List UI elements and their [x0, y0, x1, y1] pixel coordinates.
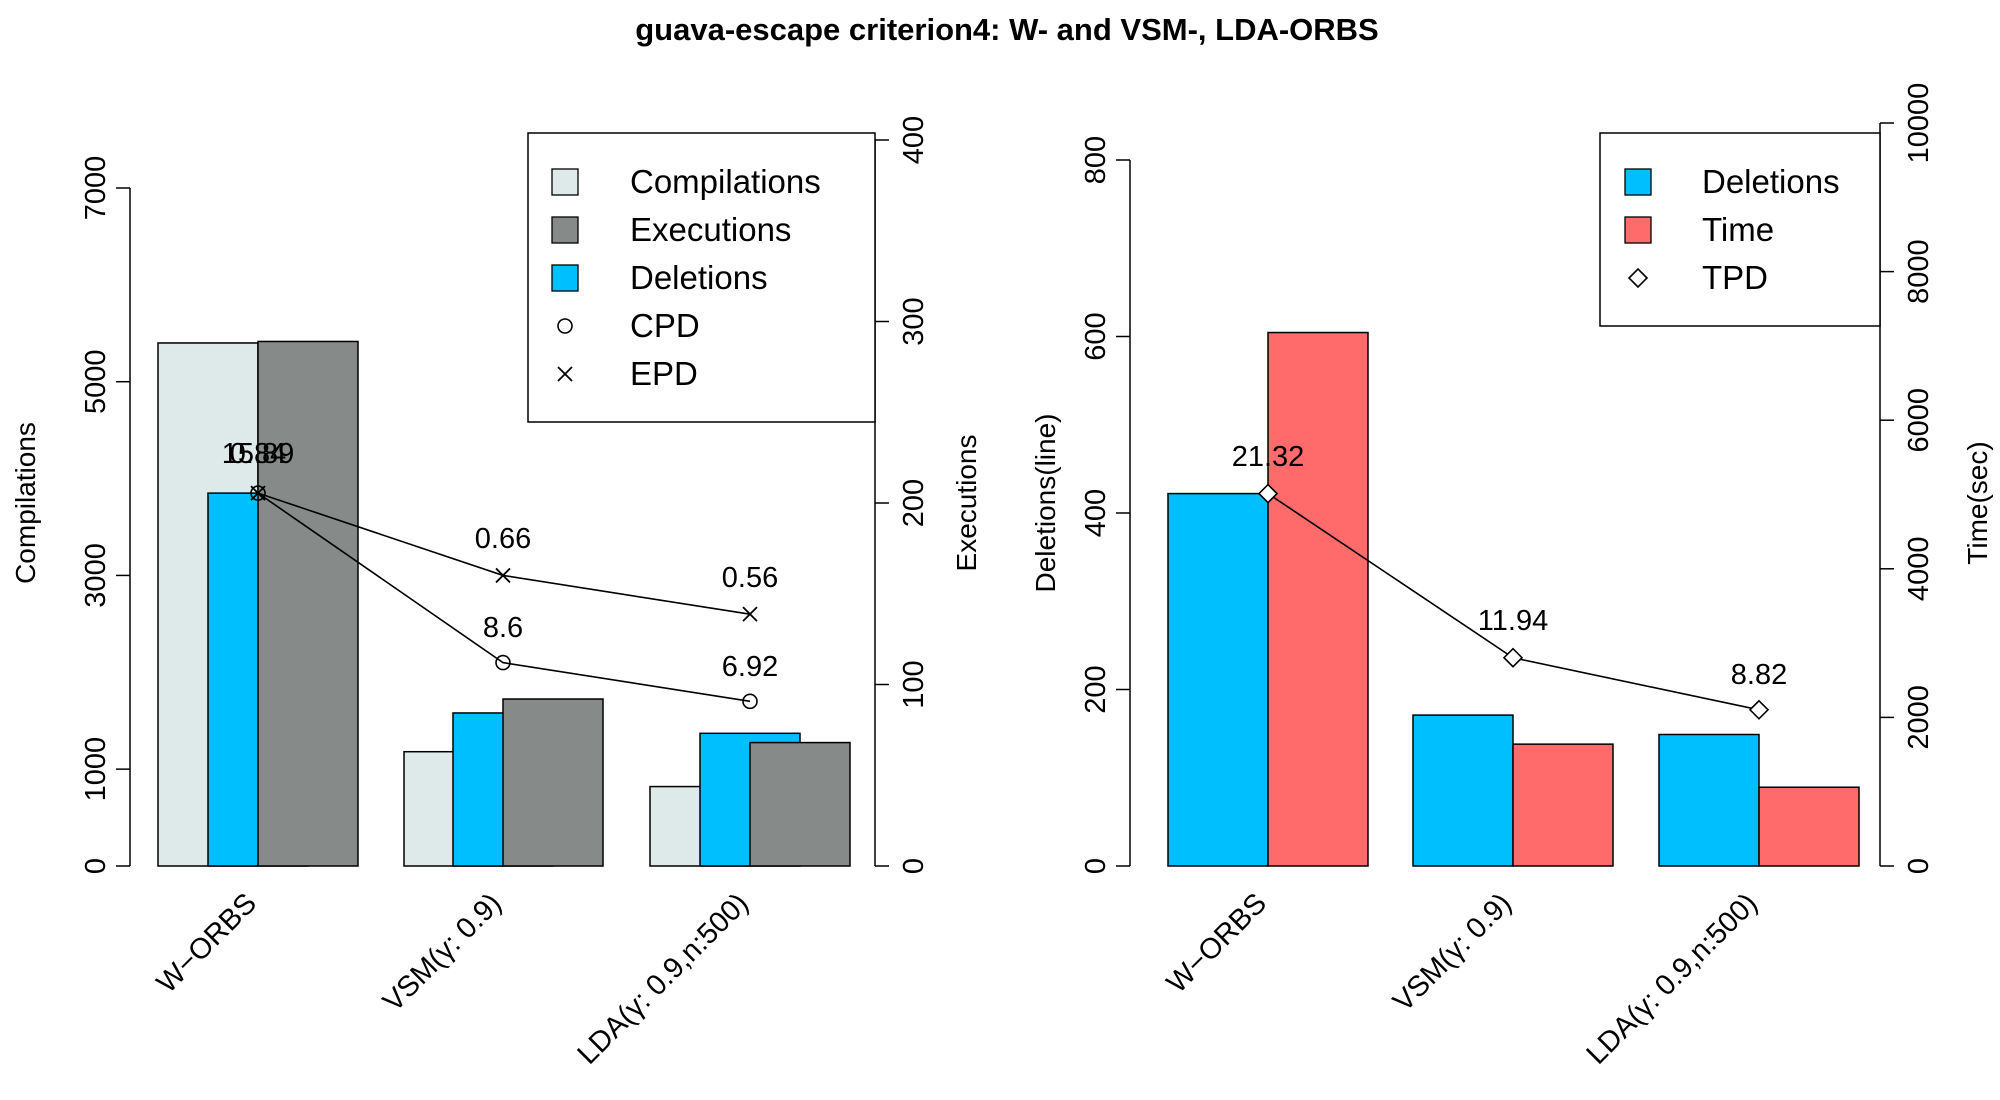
epd-point-2: [495, 567, 511, 584]
right-axis-label: Executions: [951, 435, 982, 572]
left-axis-label: Deletions(line): [1030, 414, 1061, 593]
legend: Deletions Time TPD: [1599, 132, 1881, 327]
tpd-point-2: [1502, 647, 1524, 668]
right-axis-tick-label: 8000: [1903, 239, 1935, 304]
bar-executions-2: [502, 698, 604, 867]
legend-swatch-time: [1624, 216, 1652, 244]
bar-executions-3: [749, 741, 851, 867]
right-axis-tick-label: 300: [898, 297, 930, 345]
left-axis-tick-label: 1000: [80, 737, 112, 802]
cpd-point-3: [742, 693, 758, 710]
right-axis-label: Time(sec): [1962, 441, 1993, 564]
legend-swatch-deletions: [551, 264, 579, 292]
legend-label-deletions: Deletions: [1702, 163, 1840, 200]
right-axis-tick-label: 100: [898, 660, 930, 708]
epd-point-3: [742, 606, 758, 622]
legend-marker-tpd: [1627, 267, 1649, 289]
legend-swatch-deletions: [1624, 168, 1652, 196]
category-label-2: VSM(γ: 0.9): [1387, 887, 1518, 1018]
right-axis-tick-label: 2000: [1903, 685, 1935, 750]
legend-swatch-executions: [551, 216, 579, 244]
left-axis-tick-label: 200: [1080, 665, 1112, 713]
legend-label-deletions: Deletions: [630, 259, 768, 296]
right-axis-tick-label: 6000: [1903, 388, 1935, 453]
epd-point-1-b: [250, 485, 266, 501]
bar-executions-1: [257, 340, 359, 867]
epd-point-2-b: [495, 567, 511, 584]
category-label-2: VSM(γ: 0.9): [377, 887, 508, 1018]
bar-deletions-2: [1412, 714, 1514, 867]
line-cpd: [257, 492, 751, 703]
legend-label-compilations: Compilations: [630, 163, 821, 200]
category-label-1: W−ORBS: [151, 887, 263, 999]
chart-title: guava-escape criterion4: W- and VSM-, LD…: [635, 12, 1379, 47]
epd-data-label-3: 0.56: [722, 562, 778, 594]
left-axis-tick-label: 400: [1080, 489, 1112, 537]
right-axis-tick-label: 0: [1903, 858, 1935, 874]
cpd-data-label-1: 15.89: [222, 438, 295, 470]
right-axis-tick-label: 400: [898, 116, 930, 164]
legend: Compilations Executions Deletions CPD EPD: [527, 132, 876, 423]
epd-point-1: [250, 485, 266, 501]
left-axis-tick-label: 5000: [80, 349, 112, 414]
legend-label-tpd: TPD: [1702, 259, 1768, 296]
category-label-1: W−ORBS: [1161, 887, 1273, 999]
left-axis-tick-label: 800: [1080, 136, 1112, 184]
tpd-data-label-3: 8.82: [1731, 659, 1787, 691]
left-axis-tick-label: 600: [1080, 312, 1112, 360]
legend-label-executions: Executions: [630, 211, 791, 248]
legend-marker-epd: [557, 366, 573, 382]
legend-marker-cpd: [557, 318, 573, 334]
left-axis-tick-label: 0: [1080, 858, 1112, 874]
epd-point-3-b: [742, 606, 758, 622]
cpd-point-2: [495, 654, 511, 671]
tpd-point-3: [1748, 699, 1770, 720]
right-axis-tick-label: 4000: [1903, 537, 1935, 602]
right-axis-tick-label: 0: [898, 858, 930, 874]
chart-panel-1: 0 1000 3000 5000 7000 Compilations 0 100 200 300 4…: [10, 116, 982, 1071]
tpd-data-label-1: 21.32: [1232, 441, 1305, 473]
cpd-data-label-3: 6.92: [722, 651, 778, 683]
legend-marker-epd-b: [557, 366, 573, 382]
legend-label-epd: EPD: [630, 355, 698, 392]
legend-label-time: Time: [1702, 211, 1774, 248]
left-axis-tick-label: 7000: [80, 156, 112, 221]
category-label-3: LDA(γ: 0.9,n:500): [1581, 887, 1764, 1070]
right-axis-tick-label: 10000: [1903, 83, 1935, 164]
legend-swatch-compilations: [551, 168, 579, 196]
tpd-data-label-2: 11.94: [1478, 605, 1548, 637]
bar-time-2: [1512, 743, 1614, 867]
epd-data-label-1: 0.84: [230, 438, 286, 470]
left-axis-tick-label: 0: [80, 858, 112, 874]
bar-deletions-3: [1658, 733, 1760, 867]
legend-box: [527, 132, 876, 423]
right-axis-tick-label: 200: [898, 479, 930, 527]
category-label-3: LDA(γ: 0.9,n:500): [572, 887, 755, 1070]
left-axis-label: Compilations: [10, 422, 41, 584]
cpd-data-label-2: 8.6: [483, 612, 523, 644]
epd-data-label-2: 0.66: [475, 523, 531, 555]
bar-time-1: [1267, 331, 1369, 867]
chart-panel-2: 0 200 400 600 800 Deletions(line) 0 2000 4000 600…: [1030, 83, 1993, 1071]
tpd-point-1: [1257, 483, 1279, 504]
bar-deletions-1: [1167, 492, 1269, 867]
bar-time-3: [1758, 786, 1860, 867]
legend-label-cpd: CPD: [630, 307, 700, 344]
left-axis-tick-label: 3000: [80, 543, 112, 608]
cpd-point-1: [250, 485, 266, 501]
